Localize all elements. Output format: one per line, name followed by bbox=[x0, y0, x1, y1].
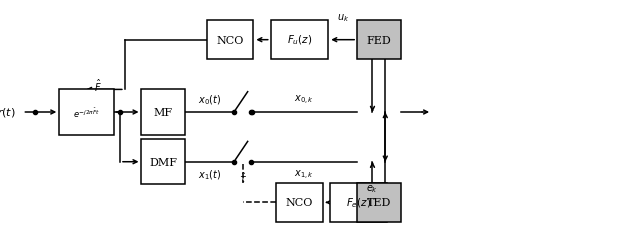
Text: $e^{-j2\pi\hat{F}t}$: $e^{-j2\pi\hat{F}t}$ bbox=[73, 105, 100, 120]
Bar bbox=[207, 21, 253, 60]
Text: DMF: DMF bbox=[149, 157, 177, 167]
Text: $x_1(t)$: $x_1(t)$ bbox=[198, 168, 221, 181]
Text: $x_{1,k}$: $x_{1,k}$ bbox=[294, 168, 314, 181]
Text: $\hat{F}$: $\hat{F}$ bbox=[94, 77, 102, 94]
Text: $F_u(z)$: $F_u(z)$ bbox=[287, 34, 312, 47]
Bar bbox=[60, 90, 114, 135]
Text: $r(t)$: $r(t)$ bbox=[0, 106, 16, 119]
Text: TED: TED bbox=[367, 198, 391, 207]
Text: $u_k$: $u_k$ bbox=[337, 12, 349, 24]
Bar bbox=[357, 21, 401, 60]
Bar bbox=[141, 90, 185, 135]
Text: $\hat{\tau}$: $\hat{\tau}$ bbox=[239, 170, 247, 184]
Text: MF: MF bbox=[154, 108, 173, 117]
Text: $x_{0,k}$: $x_{0,k}$ bbox=[294, 94, 314, 107]
Text: NCO: NCO bbox=[217, 36, 244, 45]
Text: NCO: NCO bbox=[286, 198, 313, 207]
Text: $e_k$: $e_k$ bbox=[366, 182, 378, 194]
Bar bbox=[330, 183, 387, 222]
Text: $x_0(t)$: $x_0(t)$ bbox=[198, 93, 221, 107]
Bar bbox=[276, 183, 323, 222]
Bar bbox=[141, 140, 185, 184]
Bar bbox=[271, 21, 328, 60]
Bar bbox=[357, 183, 401, 222]
Text: $F_e(z)$: $F_e(z)$ bbox=[346, 196, 371, 209]
Text: FED: FED bbox=[367, 36, 391, 45]
